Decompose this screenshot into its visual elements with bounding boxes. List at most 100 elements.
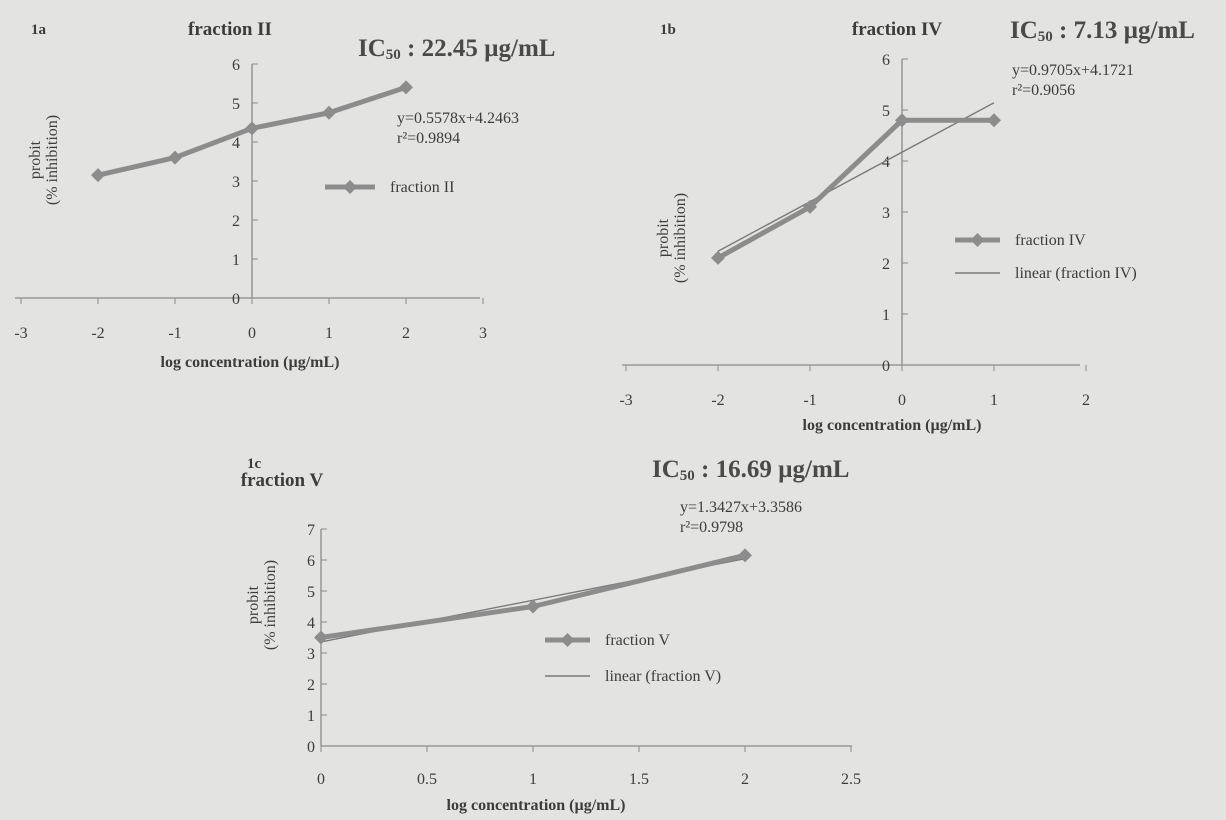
y-tick-label: 3 bbox=[882, 205, 890, 222]
x-tick-label: 2.5 bbox=[841, 771, 861, 788]
x-tick-label: -2 bbox=[711, 392, 724, 409]
y-tick-label: 1 bbox=[307, 708, 315, 725]
panel-tag: 1b bbox=[660, 22, 676, 38]
legend-label: fraction IV bbox=[1015, 232, 1086, 249]
legend-marker bbox=[560, 633, 575, 647]
x-tick-label: -1 bbox=[803, 392, 816, 409]
ic50-value: : 7.13 µg/mL bbox=[1053, 17, 1195, 44]
chart-title: fraction IV bbox=[852, 19, 943, 40]
ic50-prefix: IC bbox=[358, 35, 386, 62]
y-axis-label-line: (% inhibition) bbox=[262, 560, 279, 650]
data-point bbox=[91, 168, 105, 183]
data-point bbox=[322, 105, 336, 120]
x-tick-label: -1 bbox=[168, 325, 181, 342]
x-axis-label: log concentration (µg/mL) bbox=[161, 354, 340, 371]
panel-tag: 1c bbox=[247, 456, 262, 472]
ic50-value: : 22.45 µg/mL bbox=[401, 35, 556, 62]
regression-equation: y=0.9705x+4.1721 bbox=[1012, 62, 1134, 79]
regression-equation: y=0.5578x+4.2463 bbox=[397, 110, 519, 127]
y-tick-label: 3 bbox=[307, 646, 315, 663]
regression-equation: y=1.3427x+3.3586 bbox=[680, 499, 802, 516]
y-tick-label: 5 bbox=[307, 584, 315, 601]
legend-marker bbox=[970, 233, 985, 247]
ic50-annotation: IC50 : 22.45 µg/mL bbox=[358, 35, 555, 63]
x-tick-label: -3 bbox=[14, 325, 27, 342]
data-point bbox=[895, 113, 909, 128]
x-tick-label: 3 bbox=[479, 325, 487, 342]
data-point bbox=[711, 250, 725, 265]
data-point bbox=[738, 548, 752, 563]
ic50-annotation: IC50 : 16.69 µg/mL bbox=[652, 456, 849, 484]
x-tick-label: 2 bbox=[402, 325, 410, 342]
data-point bbox=[987, 113, 1001, 128]
panel-tag: 1a bbox=[31, 22, 47, 38]
y-tick-label: 4 bbox=[307, 615, 315, 632]
ic50-prefix: IC bbox=[652, 456, 680, 483]
data-point bbox=[314, 630, 328, 645]
data-point bbox=[245, 121, 259, 136]
ic50-subscript: 50 bbox=[1038, 29, 1053, 45]
y-tick-label: 1 bbox=[882, 307, 890, 324]
x-tick-label: 1 bbox=[325, 325, 333, 342]
legend-label: fraction II bbox=[390, 179, 454, 196]
y-axis-label: probit(% inhibition) bbox=[655, 193, 689, 283]
x-tick-label: -3 bbox=[619, 392, 632, 409]
legend-trend-label: linear (fraction IV) bbox=[1015, 265, 1137, 282]
data-point bbox=[803, 199, 817, 214]
trendline bbox=[717, 102, 995, 252]
y-tick-label: 2 bbox=[882, 256, 890, 273]
x-tick-label: 1 bbox=[990, 392, 998, 409]
y-tick-label: 4 bbox=[882, 154, 890, 171]
chart-panel-1a: 1a fraction II IC50 : 22.45 µg/mL 0 1 2 3 4 5 6 -3… bbox=[14, 19, 555, 371]
ic50-subscript: 50 bbox=[386, 47, 401, 63]
y-tick-label: 6 bbox=[882, 52, 890, 69]
legend-label: fraction V bbox=[605, 632, 670, 649]
y-axis-label-line: probit bbox=[27, 140, 44, 179]
chart-title: fraction V bbox=[241, 470, 324, 491]
y-tick-label: 3 bbox=[232, 174, 240, 191]
y-axis-label: probit(% inhibition) bbox=[245, 560, 279, 650]
series-line bbox=[320, 552, 746, 640]
ic50-annotation: IC50 : 7.13 µg/mL bbox=[1010, 17, 1195, 45]
x-axis-label: log concentration (µg/mL) bbox=[803, 417, 982, 434]
x-tick-label: 0 bbox=[898, 392, 906, 409]
ic50-subscript: 50 bbox=[680, 468, 695, 484]
ic50-prefix: IC bbox=[1010, 17, 1038, 44]
y-tick-label: 6 bbox=[307, 553, 315, 570]
r-squared: r²=0.9798 bbox=[680, 519, 743, 536]
y-axis-label-line: (% inhibition) bbox=[672, 193, 689, 283]
y-axis-label-line: probit bbox=[655, 218, 672, 257]
series-line bbox=[716, 117, 994, 261]
y-tick-label: 0 bbox=[307, 739, 315, 756]
x-axis-label: log concentration (µg/mL) bbox=[447, 797, 626, 814]
r-squared: r²=0.9056 bbox=[1012, 82, 1075, 99]
x-tick-label: 0.5 bbox=[417, 771, 437, 788]
y-tick-label: 1 bbox=[232, 252, 240, 269]
y-axis-label: probit(% inhibition) bbox=[27, 115, 61, 205]
y-tick-label: 2 bbox=[232, 213, 240, 230]
x-tick-label: 2 bbox=[1082, 392, 1090, 409]
chart-title: fraction II bbox=[188, 19, 272, 40]
data-point bbox=[526, 599, 540, 614]
x-tick-label: 0 bbox=[248, 325, 256, 342]
x-tick-label: 1.5 bbox=[629, 771, 649, 788]
data-point bbox=[399, 80, 413, 95]
y-tick-label: 7 bbox=[307, 522, 315, 539]
r-squared: r²=0.9894 bbox=[397, 130, 460, 147]
y-axis-label-line: probit bbox=[245, 585, 262, 624]
x-tick-label: 2 bbox=[741, 771, 749, 788]
y-tick-label: 2 bbox=[307, 677, 315, 694]
y-tick-label: 6 bbox=[232, 57, 240, 74]
data-point bbox=[168, 150, 182, 165]
ic50-value: : 16.69 µg/mL bbox=[695, 456, 850, 483]
chart-panel-1b: 1b fraction IV IC50 : 7.13 µg/mL 0 1 2 3 4 5 6 -3 -… bbox=[619, 17, 1195, 434]
x-tick-label: 1 bbox=[529, 771, 537, 788]
legend-trend-label: linear (fraction V) bbox=[605, 668, 721, 685]
x-tick-label: -2 bbox=[91, 325, 104, 342]
y-tick-label: 5 bbox=[882, 103, 890, 120]
y-tick-label: 0 bbox=[882, 358, 890, 375]
y-tick-label: 4 bbox=[232, 135, 240, 152]
